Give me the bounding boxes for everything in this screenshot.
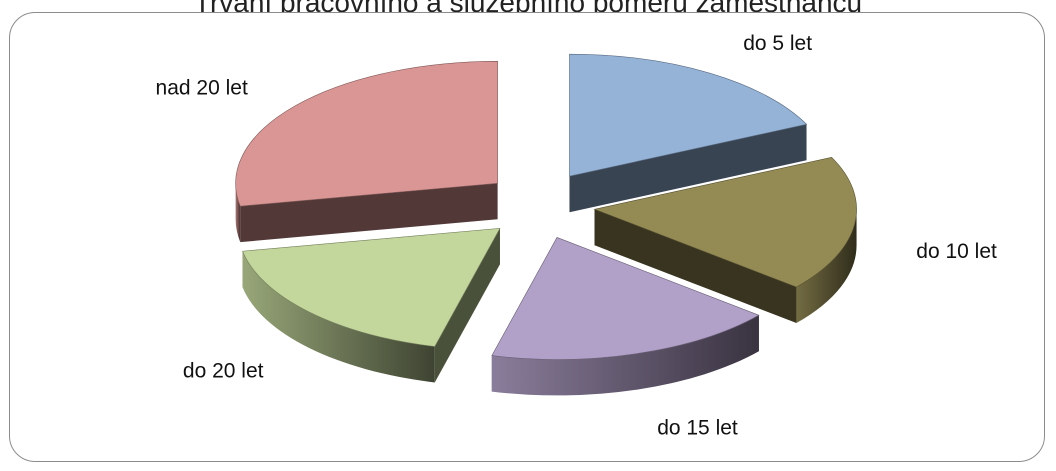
pie-slice-5 (235, 60, 498, 243)
pie-slice-2-side-2 (594, 209, 797, 324)
slice-label-2: do 10 let (916, 240, 997, 263)
pie-slice-4 (242, 227, 501, 383)
slice-label-5: nad 20 let (156, 77, 248, 100)
pie-slice-5-wall (235, 183, 241, 243)
pie-slice-3 (491, 237, 760, 396)
pie-slice-2-top (593, 157, 857, 288)
slice-label-1: do 5 let (743, 32, 812, 55)
pie-slice-1 (569, 53, 808, 213)
slice-label-4: do 20 let (183, 360, 264, 383)
pie-slice-1-top (569, 53, 808, 177)
pie-slice-2 (593, 157, 857, 324)
pie-slice-1-side-2 (569, 124, 807, 213)
pie-slice-4-side-1 (434, 228, 500, 383)
pie-slice-5-top (235, 60, 498, 207)
pie-slice-4-wall (242, 251, 435, 383)
pie-slice-5-side-1 (240, 183, 498, 243)
pie-slice-4-top (242, 227, 501, 347)
slice-label-3: do 15 let (657, 417, 738, 440)
pie-slice-3-top (491, 237, 760, 360)
